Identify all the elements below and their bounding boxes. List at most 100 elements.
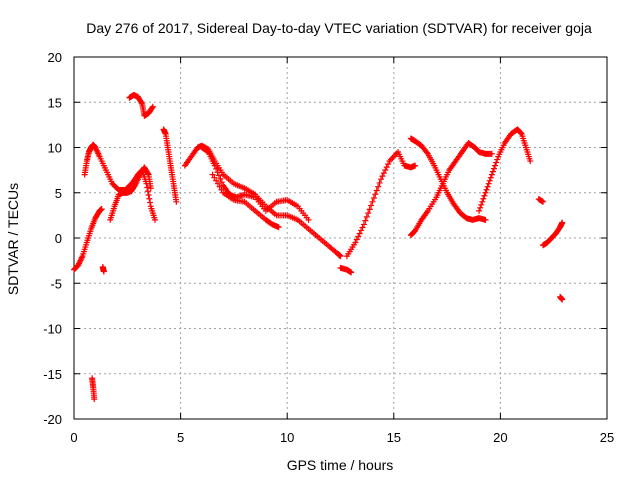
data-point (385, 161, 392, 168)
data-point (518, 130, 525, 137)
data-point (216, 183, 223, 190)
data-point (217, 175, 224, 182)
data-point (352, 239, 359, 246)
y-tick-label: -10 (43, 322, 62, 337)
y-tick-labels: -20 -15 -10 -5 0 5 10 15 20 (43, 50, 62, 427)
series-arc-Q (540, 219, 566, 249)
data-point (379, 173, 386, 180)
x-tick-label: 0 (70, 430, 77, 445)
data-point (353, 236, 360, 243)
y-tick-label: 10 (48, 141, 62, 156)
data-point (375, 183, 382, 190)
x-tick-label: 10 (280, 430, 294, 445)
data-point (363, 213, 370, 220)
data-point (481, 192, 488, 199)
x-tick-labels: 0 5 10 15 20 25 (70, 430, 614, 445)
data-point (383, 164, 390, 171)
data-point (492, 162, 499, 169)
data-point (559, 219, 566, 226)
data-point (275, 224, 282, 231)
series-arc-P (535, 196, 547, 205)
data-point (337, 253, 344, 260)
axis-ticks (73, 56, 608, 420)
chart-title: Day 276 of 2017, Sidereal Day-to-day VTE… (86, 20, 592, 36)
data-point (149, 103, 156, 110)
grid-lines (74, 57, 607, 419)
data-point (480, 195, 487, 202)
series-arc-J (209, 171, 282, 231)
x-axis-label: GPS time / hours (287, 457, 394, 473)
data-point (488, 171, 495, 178)
series-arc-I (198, 144, 312, 223)
data-point (348, 269, 355, 276)
data-point (380, 170, 387, 177)
data-point (370, 195, 377, 202)
data-point (494, 156, 501, 163)
x-tick-label: 5 (177, 430, 184, 445)
data-point (211, 174, 218, 181)
data-point (144, 170, 151, 177)
data-point (98, 206, 105, 213)
data-point (152, 216, 159, 223)
data-point (147, 199, 154, 206)
data-point (355, 233, 362, 240)
data-point (91, 396, 98, 403)
data-point (218, 186, 225, 193)
data-point (483, 186, 490, 193)
data-point (559, 296, 566, 303)
series-arc-E (107, 164, 154, 223)
data-point (373, 187, 380, 194)
series-arc-C (89, 375, 98, 403)
data-point (147, 185, 154, 192)
data-point (493, 159, 500, 166)
data-point (360, 221, 367, 228)
data-point (305, 216, 312, 223)
data-point (173, 198, 180, 205)
data-point (138, 99, 145, 106)
data-point (215, 172, 222, 179)
series-arc-O (476, 126, 534, 214)
y-tick-label: 0 (55, 231, 62, 246)
data-point (540, 198, 547, 205)
data-point (146, 195, 153, 202)
data-point (482, 216, 489, 223)
series-arc-F (126, 92, 156, 119)
y-tick-label: -5 (50, 276, 62, 291)
data-point (378, 176, 385, 183)
data-point (484, 183, 491, 190)
series-arc-M (407, 135, 489, 223)
data-point (372, 191, 379, 198)
data-point (485, 180, 492, 187)
data-point (358, 227, 365, 234)
data-point (362, 217, 369, 224)
data-point (144, 188, 151, 195)
data-point (365, 210, 372, 217)
data-point (204, 148, 211, 155)
y-axis-label: SDTVAR / TECUs (5, 183, 21, 295)
data-point (486, 177, 493, 184)
data-point (213, 165, 220, 172)
data-point (145, 192, 152, 199)
data-point (213, 177, 220, 184)
data-point (376, 179, 383, 186)
data-point (368, 202, 375, 209)
data-point (149, 104, 156, 111)
series-arc-B (81, 141, 159, 223)
y-tick-label: 15 (48, 95, 62, 110)
data-points (71, 92, 566, 403)
series-arc-L (343, 149, 419, 260)
data-point (479, 198, 486, 205)
data-point (488, 150, 495, 157)
data-point (412, 162, 419, 169)
y-tick-label: -15 (43, 367, 62, 382)
data-point (423, 149, 430, 156)
series-arc-A (71, 206, 105, 273)
data-point (366, 206, 373, 213)
data-point (209, 171, 216, 178)
data-point (214, 169, 221, 176)
data-point (100, 268, 107, 275)
x-tick-label: 20 (493, 430, 507, 445)
data-point (476, 207, 483, 214)
data-point (487, 174, 494, 181)
